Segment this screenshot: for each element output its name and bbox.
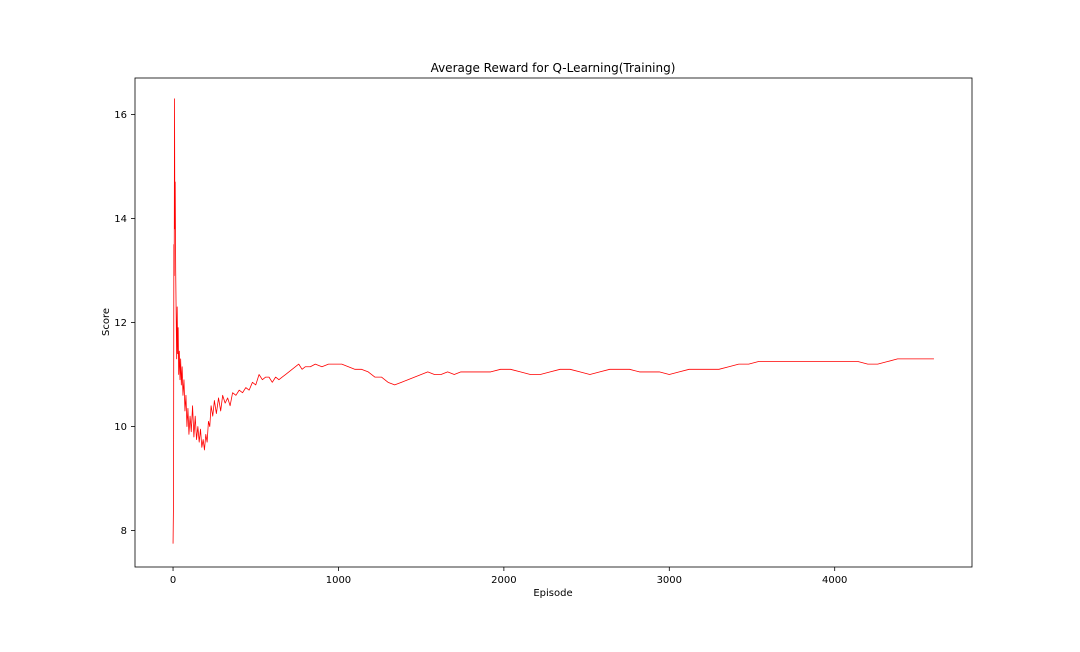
series-layer xyxy=(172,98,934,544)
x-tick-label: 2000 xyxy=(491,575,516,586)
y-tick-label: 8 xyxy=(121,526,127,537)
series-line-0 xyxy=(172,98,934,544)
y-tick-label: 14 xyxy=(114,214,127,225)
y-tick-label: 12 xyxy=(114,318,127,329)
x-tick-label: 0 xyxy=(170,575,176,586)
y-tick-label: 10 xyxy=(114,422,127,433)
chart-title: Average Reward for Q-Learning(Training) xyxy=(431,61,676,75)
x-axis: 0 1000 2000 3000 4000 xyxy=(170,567,847,586)
x-tick-label: 4000 xyxy=(822,575,847,586)
y-tick-label: 16 xyxy=(114,110,127,121)
y-axis-label: Score xyxy=(101,308,112,336)
y-axis: 8 10 12 14 16 xyxy=(114,110,135,537)
x-tick-label: 3000 xyxy=(657,575,682,586)
x-tick-label: 1000 xyxy=(326,575,351,586)
x-axis-label: Episode xyxy=(533,588,572,599)
